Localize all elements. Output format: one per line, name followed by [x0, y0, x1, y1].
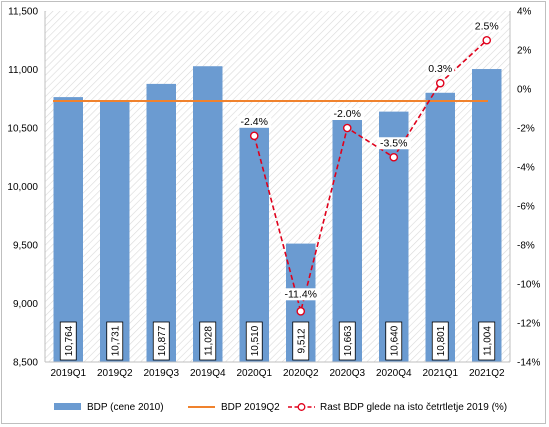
svg-text:Rast BDP glede na isto četrtle: Rast BDP glede na isto četrtletje 2019 (… [320, 402, 507, 413]
svg-text:-11.4%: -11.4% [285, 288, 318, 300]
y-right-tick-label: -2% [517, 124, 535, 135]
bar-value-label: 9,512 [292, 321, 310, 361]
x-tick-label: 2021Q2 [469, 368, 505, 379]
x-tick-label: 2020Q4 [376, 368, 412, 379]
svg-text:2.5%: 2.5% [475, 20, 499, 32]
bar-2019Q2 [100, 100, 130, 363]
growth-point-2021Q1 [435, 78, 445, 88]
bar-value-label: 10,764 [59, 321, 77, 361]
x-tick-label: 2020Q1 [236, 368, 272, 379]
growth-point-2020Q4 [389, 152, 399, 162]
growth-value-label: -11.4% [280, 288, 321, 301]
x-tick-label: 2020Q2 [283, 368, 319, 379]
x-tick-label: 2019Q1 [50, 368, 86, 379]
svg-text:BDP 2019Q2: BDP 2019Q2 [221, 402, 280, 413]
bar-2021Q1 [425, 92, 455, 363]
growth-value-label: 2.5% [472, 20, 501, 33]
y-left-tick-label: 9,500 [13, 241, 38, 252]
y-left-tick-label: 9,000 [13, 299, 38, 310]
bar-2019Q3 [146, 83, 176, 363]
bar-2020Q3 [332, 108, 362, 362]
bar-2021Q2 [472, 69, 502, 363]
svg-text:11,028: 11,028 [203, 326, 214, 356]
bar-value-label: 11,028 [199, 321, 217, 361]
growth-series-line [253, 39, 488, 315]
svg-text:11,004: 11,004 [482, 326, 493, 356]
growth-point-2020Q2 [296, 306, 306, 316]
legend: BDP (cene 2010) BDP 2019Q2 Rast BDP glede … [54, 402, 507, 413]
svg-text:10,801: 10,801 [436, 325, 447, 356]
svg-text:10,510: 10,510 [250, 325, 261, 356]
bar-2019Q4 [193, 66, 223, 362]
y-right-tick-label: -4% [517, 163, 535, 174]
y-right-tick-label: 4% [517, 7, 532, 18]
bar-value-label: 10,510 [245, 321, 263, 361]
svg-text:10,731: 10,731 [110, 325, 121, 356]
growth-point-2020Q1 [249, 131, 259, 141]
bar-value-label: 10,877 [152, 321, 170, 361]
y-right-tick-label: 0% [517, 85, 532, 96]
bar-value-label: 10,640 [385, 321, 403, 361]
svg-text:0.3%: 0.3% [428, 63, 452, 75]
bar-value-label: 10,801 [431, 321, 449, 361]
x-tick-label: 2019Q3 [143, 368, 179, 379]
y-right-tick-label: 2% [517, 46, 532, 57]
y-right-tick-label: -6% [517, 202, 535, 213]
bar-2019Q1 [53, 97, 83, 362]
svg-text:-2.4%: -2.4% [241, 116, 268, 128]
svg-text:10,877: 10,877 [157, 325, 168, 356]
y-right-tick-label: -12% [517, 319, 540, 330]
y-left-tick-label: 10,000 [7, 182, 38, 193]
y-left-tick-label: 10,500 [7, 124, 38, 135]
growth-value-label: -2.0% [330, 108, 365, 120]
svg-text:10,663: 10,663 [343, 325, 354, 356]
growth-point-2021Q2 [482, 35, 492, 45]
legend-item-bdp-2019q2: BDP 2019Q2 [188, 402, 280, 413]
svg-text:10,640: 10,640 [389, 325, 400, 356]
bar-value-label: 11,004 [478, 321, 496, 361]
bar-value-label: 10,731 [106, 321, 124, 361]
x-tick-label: 2020Q3 [329, 368, 365, 379]
legend-item-growth: Rast BDP glede na isto četrtletje 2019 (… [288, 402, 507, 413]
growth-point-2020Q3 [342, 123, 352, 133]
growth-value-label: 0.3% [426, 63, 455, 76]
svg-text:BDP (cene 2010): BDP (cene 2010) [87, 402, 164, 413]
svg-text:9,512: 9,512 [296, 328, 307, 353]
y-left-tick-label: 11,500 [8, 7, 38, 18]
svg-text:10,764: 10,764 [64, 325, 75, 356]
svg-text:-2.0%: -2.0% [334, 108, 361, 120]
y-left-tick-label: 11,000 [8, 65, 38, 76]
bar-value-label: 10,663 [338, 321, 356, 361]
growth-value-label: -2.4% [237, 115, 272, 128]
legend-item-bdp: BDP (cene 2010) [54, 402, 164, 413]
y-right-tick-label: -10% [517, 280, 540, 291]
x-tick-label: 2019Q4 [190, 368, 226, 379]
y-right-tick-label: -14% [517, 358, 540, 369]
svg-text:-3.5%: -3.5% [380, 137, 407, 149]
y-right-tick-label: -8% [517, 241, 535, 252]
x-tick-label: 2019Q2 [97, 368, 133, 379]
y-left-tick-label: 8,500 [13, 358, 38, 369]
x-tick-label: 2021Q1 [422, 368, 458, 379]
growth-value-label: -3.5% [376, 137, 411, 150]
